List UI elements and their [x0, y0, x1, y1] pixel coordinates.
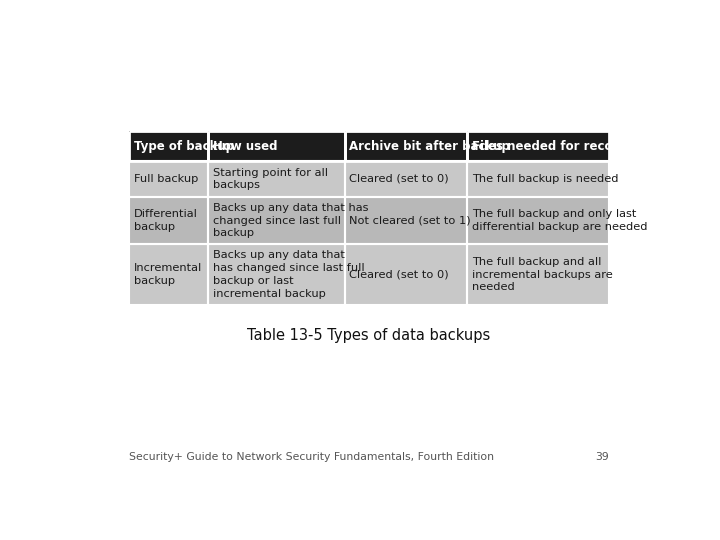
- Text: Security+ Guide to Network Security Fundamentals, Fourth Edition: Security+ Guide to Network Security Fund…: [129, 452, 494, 462]
- Text: Differential
backup: Differential backup: [133, 209, 197, 232]
- Bar: [467, 161, 609, 197]
- Text: Cleared (set to 0): Cleared (set to 0): [349, 174, 449, 184]
- Text: The full backup and only last
differential backup are needed: The full backup and only last differenti…: [472, 209, 647, 232]
- Text: Full backup: Full backup: [133, 174, 198, 184]
- Bar: [129, 245, 208, 305]
- Text: Files needed for recovery: Files needed for recovery: [472, 140, 642, 153]
- Bar: [467, 131, 609, 161]
- Bar: [208, 131, 345, 161]
- Bar: [345, 131, 467, 161]
- Text: 39: 39: [595, 452, 609, 462]
- Bar: [208, 197, 345, 245]
- Text: Starting point for all
backups: Starting point for all backups: [212, 167, 328, 190]
- Bar: [208, 245, 345, 305]
- Text: Not cleared (set to 1): Not cleared (set to 1): [349, 215, 471, 226]
- Bar: [129, 161, 208, 197]
- Text: Backs up any data that has
changed since last full
backup: Backs up any data that has changed since…: [212, 202, 368, 238]
- Text: Backs up any data that
has changed since last full
backup or last
incremental ba: Backs up any data that has changed since…: [212, 251, 364, 299]
- Bar: [129, 197, 208, 245]
- Text: Table 13-5 Types of data backups: Table 13-5 Types of data backups: [248, 328, 490, 342]
- Text: Archive bit after backup: Archive bit after backup: [349, 140, 510, 153]
- Bar: [467, 245, 609, 305]
- Text: The full backup and all
incremental backups are
needed: The full backup and all incremental back…: [472, 257, 613, 292]
- Bar: [129, 131, 208, 161]
- Text: Incremental
backup: Incremental backup: [133, 263, 202, 286]
- Bar: [345, 245, 467, 305]
- Bar: [467, 197, 609, 245]
- Bar: [208, 161, 345, 197]
- Bar: [345, 161, 467, 197]
- Text: How used: How used: [212, 140, 277, 153]
- Text: The full backup is needed: The full backup is needed: [472, 174, 618, 184]
- Text: Type of backup: Type of backup: [133, 140, 233, 153]
- Bar: [345, 197, 467, 245]
- Text: Cleared (set to 0): Cleared (set to 0): [349, 269, 449, 280]
